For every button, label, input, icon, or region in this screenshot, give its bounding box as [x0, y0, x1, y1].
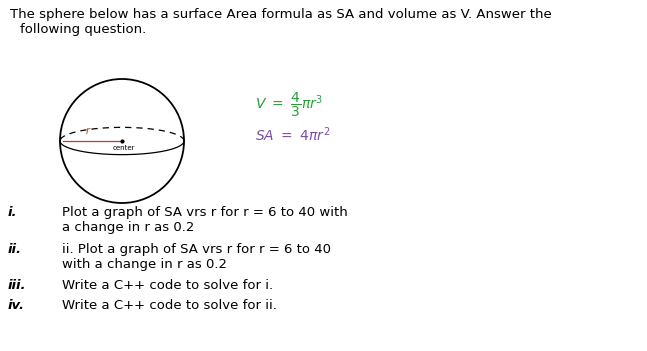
Text: Write a C++ code to solve for i.: Write a C++ code to solve for i. [62, 279, 273, 292]
Text: i.: i. [8, 206, 17, 219]
Text: iv.: iv. [8, 299, 25, 312]
Text: The sphere below has a surface Area formula as SA and volume as V. Answer the: The sphere below has a surface Area form… [10, 8, 552, 21]
Text: center: center [113, 145, 135, 151]
Text: following question.: following question. [20, 23, 146, 36]
Text: ii. Plot a graph of SA vrs r for r = 6 to 40
with a change in r as 0.2: ii. Plot a graph of SA vrs r for r = 6 t… [62, 243, 331, 271]
Text: r: r [86, 126, 90, 136]
Text: $SA\ =\ 4{\pi}r^2$: $SA\ =\ 4{\pi}r^2$ [255, 125, 330, 144]
Text: Plot a graph of SA vrs r for r = 6 to 40 with
a change in r as 0.2: Plot a graph of SA vrs r for r = 6 to 40… [62, 206, 347, 234]
Text: $V\ =\ \dfrac{4}{3}{\pi}r^3$: $V\ =\ \dfrac{4}{3}{\pi}r^3$ [255, 91, 324, 119]
Text: Write a C++ code to solve for ii.: Write a C++ code to solve for ii. [62, 299, 277, 312]
Text: iii.: iii. [8, 279, 27, 292]
Text: ii.: ii. [8, 243, 22, 256]
